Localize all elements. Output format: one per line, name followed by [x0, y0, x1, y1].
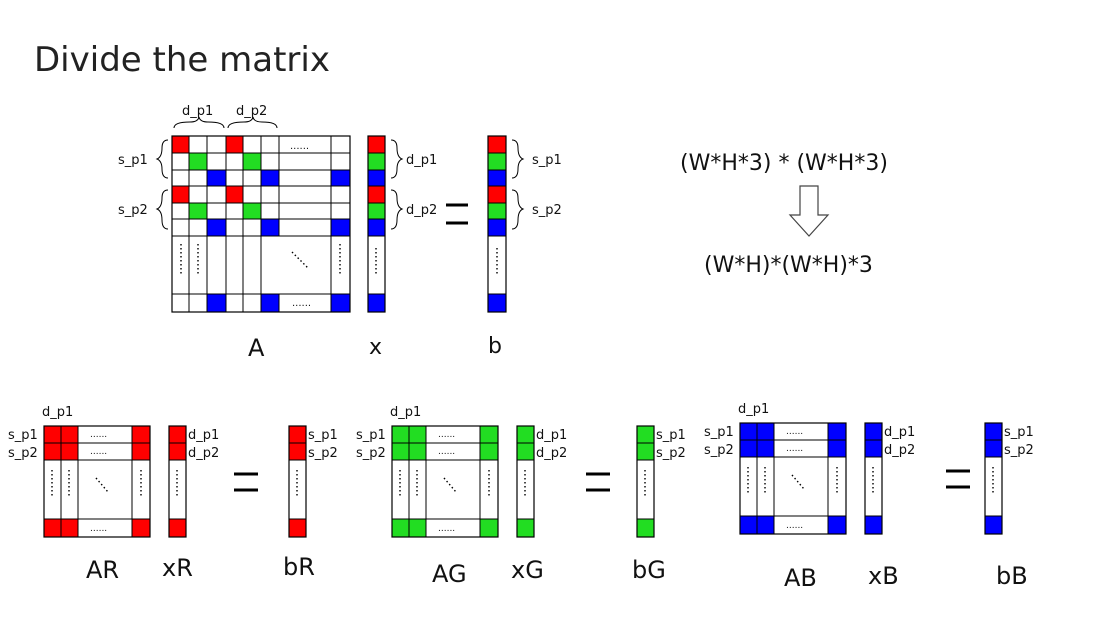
label-x-dp2: d_p2 [406, 203, 437, 218]
matrix-cell [189, 203, 207, 219]
label-dp1-top: d_p1 [182, 104, 213, 119]
label-A: A [248, 334, 265, 362]
label-x-dp1: d_p1 [188, 428, 219, 443]
label-b-sp2: s_p2 [532, 203, 562, 218]
equals-sign-top [446, 203, 468, 225]
formula: (W*H*3) * (W*H*3) (W*H)*(W*H)*3 [680, 151, 888, 278]
label-matrix: AG [432, 560, 467, 588]
matrix-block [392, 519, 409, 537]
label-b-sp1: s_p1 [308, 428, 338, 443]
matrix-block [757, 516, 774, 534]
label-sp1: s_p1 [704, 425, 734, 440]
vector-x: d_p1 d_p2 x [367, 135, 437, 360]
label-dp1: d_p1 [42, 405, 73, 420]
matrix-cell [331, 294, 350, 312]
dots-row2: ...... [438, 447, 455, 457]
label-vector-x: xG [511, 556, 544, 584]
label-sp2-left: s_p2 [118, 203, 148, 218]
split-group-red: .................. d_p1 s_p1 s_p2 d_p1 d_p2 s_… [8, 405, 338, 584]
label-matrix: AB [784, 564, 817, 592]
formula-line2: (W*H)*(W*H)*3 [704, 253, 873, 278]
label-sp2: s_p2 [704, 443, 734, 458]
dots-row2: ...... [90, 447, 107, 457]
label-x: x [369, 335, 382, 360]
matrix-cell [243, 153, 261, 170]
dots-bottom: ...... [90, 524, 107, 534]
matrix-cell [261, 170, 279, 186]
matrix-cell [207, 170, 226, 186]
label-vector-b: bB [996, 562, 1028, 590]
label-sp1: s_p1 [356, 428, 386, 443]
vector-b: s_p1 s_p2 b [487, 135, 562, 359]
matrix-cell [189, 153, 207, 170]
formula-line1: (W*H*3) * (W*H*3) [680, 151, 888, 176]
matrix-cell [331, 219, 350, 236]
label-sp2: s_p2 [8, 446, 38, 461]
matrix-cell [226, 136, 243, 153]
label-vector-x: xB [868, 562, 899, 590]
dots-row2: ...... [786, 444, 803, 454]
label-sp2: s_p2 [356, 446, 386, 461]
matrix-cell [172, 186, 189, 203]
dots-row1: ...... [438, 430, 455, 440]
label-b-sp2: s_p2 [308, 446, 338, 461]
label-b-sp1: s_p1 [1004, 425, 1034, 440]
matrix-cell [261, 294, 279, 312]
label-dp2-top: d_p2 [236, 104, 267, 119]
dots-bottom: ...... [786, 521, 803, 531]
dots-row1: ...... [90, 430, 107, 440]
dots-bottom: ...... [438, 524, 455, 534]
label-x-dp1: d_p1 [406, 153, 437, 168]
matrix-block [740, 516, 757, 534]
split-group-green: .................. d_p1 s_p1 s_p2 d_p1 d_p2 s_… [356, 405, 686, 588]
label-sp1-left: s_p1 [118, 153, 148, 168]
matrix-cell [331, 170, 350, 186]
A-bottom-dots: ...... [292, 298, 311, 309]
matrix-block [44, 519, 61, 537]
matrix-block [828, 516, 846, 534]
A-row-dots: ...... [290, 141, 309, 152]
dots-row1: ...... [786, 427, 803, 437]
label-vector-x: xR [162, 554, 193, 582]
label-x-dp1: d_p1 [536, 428, 567, 443]
label-x-dp1: d_p1 [884, 425, 915, 440]
label-matrix: AR [86, 556, 119, 584]
label-vector-b: bR [283, 553, 315, 581]
matrix-block [61, 519, 78, 537]
matrix-cell [207, 294, 226, 312]
matrix-cell [261, 219, 279, 236]
label-b-sp1: s_p1 [532, 153, 562, 168]
label-vector-b: bG [632, 556, 666, 584]
label-b: b [488, 334, 502, 359]
label-b-sp2: s_p2 [1004, 443, 1034, 458]
label-x-dp2: d_p2 [536, 446, 567, 461]
matrix-A: ...... ...... d_p1 d_p2 s_p1 s_p2 A [118, 104, 351, 362]
matrix-cell [243, 203, 261, 219]
label-x-dp2: d_p2 [188, 446, 219, 461]
matrix-block [132, 519, 150, 537]
label-b-sp2: s_p2 [656, 446, 686, 461]
label-dp1: d_p1 [390, 405, 421, 420]
label-sp1: s_p1 [8, 428, 38, 443]
split-group-blue: .................. d_p1 s_p1 s_p2 d_p1 d_p2 s_… [704, 402, 1034, 592]
matrix-cell [226, 186, 243, 203]
matrix-cell [172, 136, 189, 153]
matrix-cell [207, 219, 226, 236]
matrix-block [409, 519, 426, 537]
down-arrow-icon [788, 185, 830, 237]
label-x-dp2: d_p2 [884, 443, 915, 458]
matrix-block [480, 519, 498, 537]
label-b-sp1: s_p1 [656, 428, 686, 443]
slide-title: Divide the matrix [34, 40, 330, 80]
label-dp1: d_p1 [738, 402, 769, 417]
